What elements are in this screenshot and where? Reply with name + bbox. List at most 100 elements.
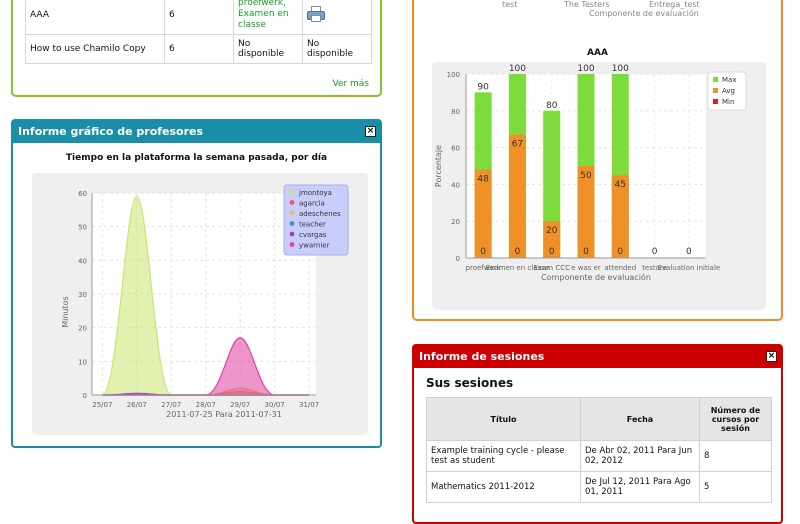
y-tick-label: 40: [78, 257, 87, 265]
table-header-row: Título Fecha Número de cursos por sesión: [426, 397, 772, 441]
teachers-report-widget: Informe gráfico de profesores × Tiempo e…: [11, 119, 382, 448]
table-row: Mathematics 2011-2012 De Jul 12, 2011 Pa…: [426, 471, 772, 503]
data-label: 0: [549, 247, 555, 257]
data-label: 48: [477, 175, 489, 185]
legend-marker: [289, 189, 295, 195]
x-tick-label: Exam CCC: [533, 264, 570, 272]
y-tick-label: 0: [456, 255, 460, 263]
previous-chart-labels: test The Testers Componente de evaluació…: [502, 0, 700, 18]
axis-label: Componente de evaluación: [589, 8, 699, 18]
course-link[interactable]: proefwerk, Examen en classe: [233, 0, 303, 35]
legend-marker: [289, 221, 295, 226]
data-label: 67: [512, 140, 523, 150]
x-tick-label: 25/07: [92, 401, 112, 409]
course-count: 6: [164, 0, 234, 35]
y-tick-label: 60: [78, 190, 87, 198]
table-row: Example training cycle - please test as …: [426, 440, 772, 472]
legend-box: [283, 184, 349, 256]
session-courses: 5: [699, 471, 772, 503]
course-availability: No disponible: [233, 34, 303, 64]
bar-avg: [577, 166, 595, 258]
data-label: 100: [577, 64, 594, 74]
close-icon[interactable]: ×: [766, 351, 777, 362]
session-title: Mathematics 2011-2012: [426, 471, 581, 503]
legend-label: Max: [722, 76, 736, 84]
data-label: 0: [617, 247, 623, 257]
data-label: 0: [480, 247, 486, 257]
y-tick-label: 0: [83, 392, 87, 400]
y-tick-label: 10: [78, 358, 87, 366]
evaluation-chart: 90 48 0 100 67 0 80 20 0 100 50 0 100 45 0 0 0 0 20 40 60 80…: [434, 64, 747, 282]
see-more-link[interactable]: Ver más: [332, 79, 369, 89]
column-header: Fecha: [580, 397, 700, 441]
courses-table: AAA 6 proefwerk, Examen en classe How to…: [25, 0, 372, 64]
session-title: Example training cycle - please test as …: [426, 440, 581, 472]
close-icon[interactable]: ×: [365, 126, 376, 137]
chart-area: 0 10 20 30 40 50 60 25/07 26/07 27/07 28/07 29/07 30…: [32, 173, 368, 435]
x-tick-label: attended: [604, 264, 636, 272]
session-date: De Abr 02, 2011 Para Jun 02, 2012: [580, 440, 700, 472]
data-label: 100: [612, 64, 629, 74]
y-tick-label: 100: [447, 71, 460, 79]
legend-label: Avg: [722, 87, 735, 95]
x-tick-label: Evaluation initiale: [657, 264, 720, 272]
legend-label: cvargas: [299, 231, 327, 239]
course-availability: No disponible: [302, 34, 372, 64]
data-label: 100: [509, 64, 526, 74]
legend-marker: [713, 88, 718, 93]
data-label: 0: [515, 247, 521, 257]
x-axis-label: 2011-07-25 Para 2011-07-31: [166, 410, 282, 419]
chart-area: 90 48 0 100 67 0 80 20 0 100 50 0 100 45 0 0 0 0 20 40 60 80…: [432, 62, 766, 310]
bar-avg: [543, 221, 561, 258]
legend-marker: [713, 77, 718, 82]
printer-icon[interactable]: [307, 6, 325, 22]
y-axis-label: Minutos: [61, 296, 70, 327]
data-label: 45: [615, 180, 626, 190]
legend-label: agarcia: [299, 200, 325, 208]
tick-label: Entrega_test: [649, 0, 700, 9]
data-label: 0: [583, 247, 589, 257]
chart-title: Tiempo en la plataforma la semana pasada…: [65, 153, 328, 163]
series-area-ywarnier: [102, 337, 310, 396]
legend-label: ywarnier: [299, 242, 330, 250]
y-tick-label: 60: [451, 145, 460, 153]
sessions-table: Título Fecha Número de cursos por sesión…: [426, 397, 772, 503]
x-tick-label: proefwerk: [466, 264, 502, 272]
data-label: 20: [546, 226, 558, 236]
x-tick-label: 26/07: [127, 401, 147, 409]
course-name: AAA: [25, 0, 165, 35]
bar-avg: [508, 134, 526, 258]
x-tick-label: e was er: [571, 264, 601, 272]
legend-marker: [289, 210, 295, 216]
series-area-jmontoya: [101, 195, 310, 396]
y-tick-label: 50: [78, 224, 87, 232]
data-label: 0: [686, 247, 692, 257]
legend-marker: [713, 99, 718, 104]
chart-legend: Max Avg Min: [707, 71, 747, 111]
chart-title: AAA: [587, 48, 608, 58]
bar-avg: [474, 169, 492, 258]
x-tick-label: 31/07: [299, 401, 319, 409]
legend-label: Min: [722, 98, 734, 106]
sessions-widget: Informe de sesiones × Sus sesiones Títul…: [412, 344, 783, 524]
print-cell: [302, 0, 372, 35]
y-tick-label: 40: [451, 181, 460, 189]
widget-header: Informe gráfico de profesores ×: [13, 121, 380, 143]
legend-marker: [289, 242, 295, 247]
column-header: Título: [426, 397, 581, 441]
widget-title: Informe gráfico de profesores: [18, 125, 204, 138]
widget-title: Informe de sesiones: [419, 350, 545, 363]
course-name: How to use Chamilo Copy: [25, 34, 165, 64]
legend-label: jmontoya: [298, 189, 332, 197]
table-row: How to use Chamilo Copy 6 No disponible …: [25, 34, 372, 64]
session-date: De Jul 12, 2011 Para Ago 01, 2011: [580, 471, 700, 503]
x-axis-label: Componente de evaluación: [541, 272, 651, 282]
legend-label: teacher: [299, 221, 326, 229]
y-tick-label: 20: [78, 325, 87, 333]
time-chart: 0 10 20 30 40 50 60 25/07 26/07 27/07 28/07 29/07 30…: [61, 184, 349, 419]
y-tick-label: 30: [78, 291, 87, 299]
courses-widget: AAA 6 proefwerk, Examen en classe How to…: [11, 0, 382, 97]
data-label: 50: [580, 171, 592, 181]
x-tick-label: 30/07: [265, 401, 285, 409]
evaluation-widget: test The Testers Componente de evaluació…: [412, 0, 783, 321]
